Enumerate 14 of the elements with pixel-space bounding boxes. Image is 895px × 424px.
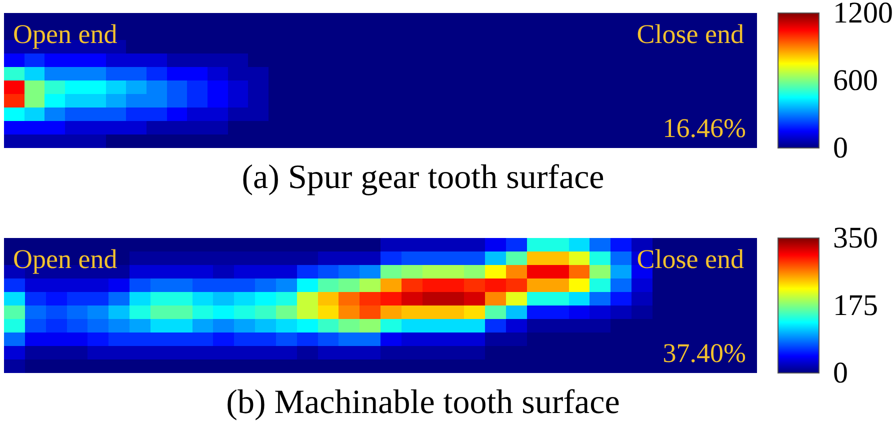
color-bar-label: 1200 (833, 0, 893, 30)
text: (b) Machinable tooth surface (226, 384, 620, 421)
annotation: Close end (636, 19, 744, 49)
annotation: Open end (13, 244, 118, 274)
annotation: 16.46% (662, 113, 746, 143)
color-bar-label: 0 (833, 132, 848, 164)
annotation: Close end (636, 244, 744, 274)
annotation: 37.40% (662, 338, 746, 368)
color-bar-label: 600 (833, 64, 878, 97)
color-bar-label: 175 (833, 289, 878, 322)
color-bar-label: 0 (833, 356, 848, 390)
color-bar-label: 350 (833, 222, 878, 254)
text: (a) Spur gear tooth surface (242, 159, 604, 196)
annotation: Open end (13, 19, 118, 49)
